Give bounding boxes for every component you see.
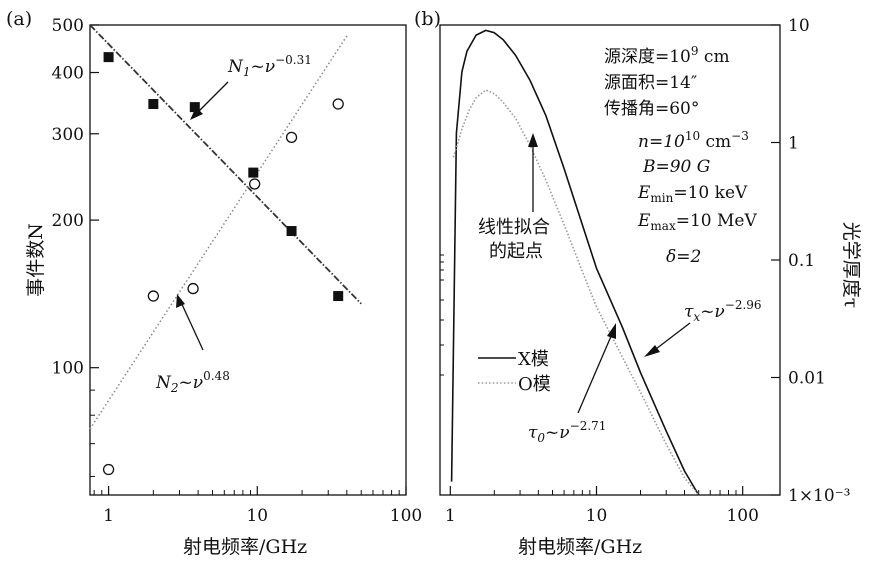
tau-0-arrowhead — [607, 323, 616, 339]
panel-a-points — [102, 52, 344, 476]
param-emax: Emax=10 MeV — [637, 211, 757, 233]
panel-a-fit-lines — [89, 24, 362, 430]
param-b: B=90 G — [642, 157, 710, 177]
annotation-tau-x: τx~ν−2.96 — [644, 298, 762, 357]
panel-a-y-tick-label: 200 — [52, 211, 84, 231]
param-emin: Emin=10 keV — [637, 183, 748, 205]
curve-x-mode — [450, 29, 700, 496]
tau-x-label: τx~ν−2.96 — [684, 298, 762, 324]
panel-a-arrowhead-n2 — [176, 294, 185, 308]
data-point-circle — [147, 290, 159, 302]
panel-a-x-tick-label: 10 — [246, 506, 268, 526]
panel-a-annotation-n2: N2~ν0.48 — [155, 369, 230, 395]
panel-b-x-tick-label: 10 — [586, 506, 608, 526]
panel-b-y-tick-label: 0.01 — [788, 369, 826, 389]
panel-a-xlabel: 射电频率/GHz — [183, 536, 307, 558]
data-point-circle — [285, 131, 298, 144]
panel-a-ticks: 1 10 100 100 200 300 400 500 — [52, 16, 423, 526]
data-point-square — [333, 291, 344, 302]
tau-0-label: τ0~ν−2.71 — [528, 419, 606, 445]
data-point-square — [148, 99, 159, 110]
panel-b-ticks: 1 10 100 10 1 0.1 0.01 1×10⁻³ — [445, 16, 851, 526]
panel-b-parameters: 源深度=109 cm 源面积=14″ 传播角=60° n=1010 cm−3 B… — [604, 44, 757, 267]
panel-a-annotation-n1: N1~ν−0.31 — [227, 53, 312, 79]
legend-o-label: O模 — [518, 374, 551, 395]
panel-a-arrowhead-n1 — [190, 107, 203, 120]
panel-b: (b) 射电频率/GHz 光学厚度τ 1 10 100 10 1 0.1 0.01 1×10⁻… — [414, 8, 862, 558]
legend-x-label: X模 — [518, 349, 549, 370]
panel-a-y-tick-label: 100 — [52, 359, 84, 379]
panel-b-x-tick-label: 100 — [726, 506, 758, 526]
data-point-circle — [249, 178, 261, 190]
panel-a-y-tick-label: 300 — [52, 125, 84, 145]
panel-a-x-tick-label: 100 — [390, 506, 422, 526]
panel-b-curves — [450, 29, 700, 496]
param-area: 源面积=14″ — [604, 73, 697, 93]
param-delta: δ=2 — [666, 247, 701, 267]
fit-line-n1 — [89, 24, 362, 305]
panel-b-label: (b) — [414, 8, 441, 30]
panel-b-x-tick-label: 1 — [445, 506, 456, 526]
data-point-square — [189, 102, 200, 113]
curve-o-mode — [452, 89, 700, 496]
panel-a-arrow-n2 — [179, 299, 204, 351]
panel-b-legend: X模 O模 — [478, 349, 551, 395]
fit-start-line2: 的起点 — [489, 241, 543, 262]
panel-a-y-tick-label: 500 — [52, 16, 84, 36]
panel-a-frame — [89, 24, 407, 496]
panel-a-x-tick-label: 1 — [103, 506, 114, 526]
data-point-square — [103, 52, 114, 63]
annotation-fit-start: 线性拟合 的起点 — [478, 133, 550, 262]
fit-start-arrowhead — [528, 133, 538, 147]
tau-x-arrow — [651, 322, 691, 353]
panel-a: (a) 射电频率/GHz 事件数N 1 10 100100200300400500 … — [6, 8, 422, 558]
annotation-tau-0: τ0~ν−2.71 — [528, 323, 616, 445]
data-point-square — [286, 226, 297, 237]
param-depth: 源深度=109 cm — [604, 44, 730, 67]
panel-b-xlabel: 射电频率/GHz — [518, 536, 642, 558]
param-density: n=1010 cm−3 — [638, 129, 749, 152]
data-point-square — [248, 167, 259, 178]
data-point-circle — [332, 98, 344, 110]
panel-a-y-tick-label: 400 — [52, 64, 84, 84]
fit-start-line1: 线性拟合 — [478, 217, 550, 238]
panel-b-y-tick-label: 10 — [788, 16, 810, 36]
panel-a-label: (a) — [6, 8, 32, 30]
panel-a-ylabel: 事件数N — [25, 223, 47, 297]
tau-0-arrow — [577, 333, 613, 414]
panel-b-y-tick-label: 1 — [788, 134, 799, 154]
panel-b-left-stub-ticks — [440, 254, 444, 376]
data-point-circle — [102, 463, 115, 476]
data-point-circle — [187, 282, 199, 295]
panel-b-y-tick-label: 0.1 — [788, 251, 815, 271]
panel-b-y-tick-label: 1×10⁻³ — [788, 486, 850, 506]
tau-x-arrowhead — [644, 345, 660, 357]
panel-b-ylabel: 光学厚度τ — [840, 222, 862, 309]
param-angle: 传播角=60° — [604, 99, 699, 119]
